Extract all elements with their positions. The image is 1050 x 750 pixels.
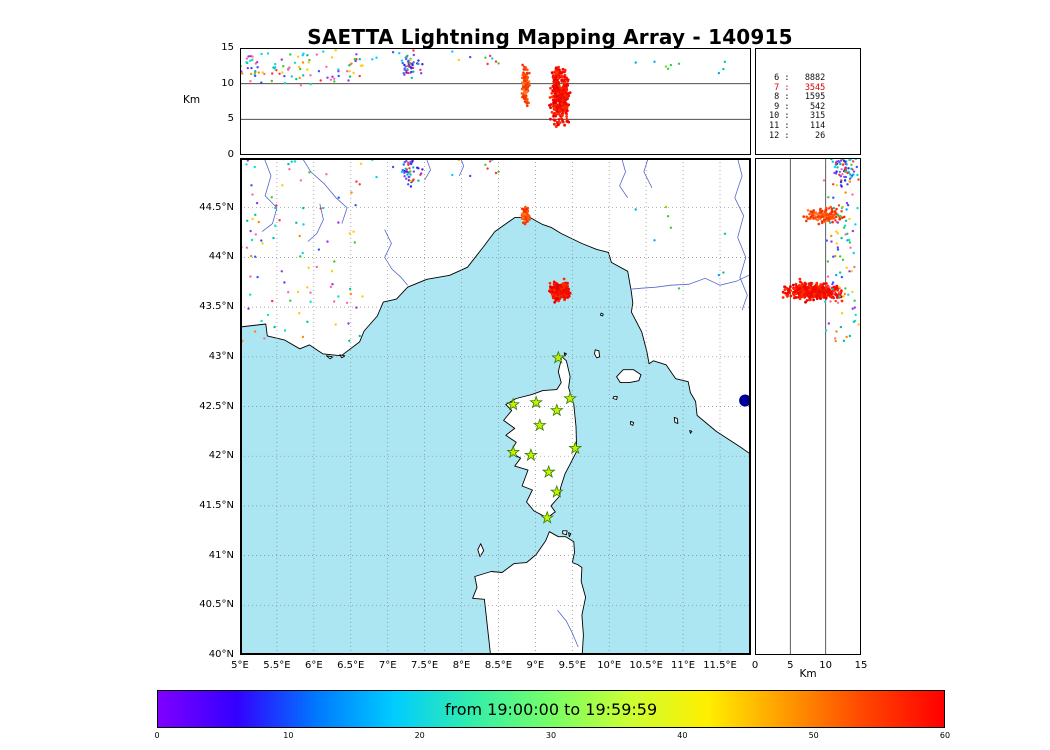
lat-tick: 40°N: [208, 649, 234, 660]
station-star: [532, 418, 547, 432]
lon-tick: 6.5°E: [337, 660, 365, 671]
source-count-row: 8 : 1595: [774, 92, 826, 103]
lat-tick: 43°N: [208, 350, 234, 362]
landmass-maddalena: [562, 530, 568, 536]
station-star: [506, 397, 521, 411]
station-star: [549, 484, 564, 498]
right-panel-xtick: 0: [751, 660, 759, 671]
landmass-asinara: [477, 543, 485, 558]
altitude-vs-latitude-panel: [755, 158, 861, 655]
landmass-mainland: [240, 158, 751, 456]
top-panel-ytick: 5: [227, 113, 234, 125]
lon-tick: 9.5°E: [558, 660, 586, 671]
landmass-elba: [616, 369, 642, 384]
lat-tick: 41°N: [208, 549, 234, 561]
landmass-giannutri: [689, 429, 693, 434]
river: [261, 158, 278, 232]
top-panel-ytick: 0: [227, 149, 234, 160]
colorbar-tick: 40: [677, 731, 688, 740]
river: [458, 158, 465, 177]
source-count-row: 7 : 3545: [774, 82, 826, 93]
lightning-sources-map: [240, 158, 727, 343]
lon-tick: 5.5°E: [263, 660, 291, 671]
right-panel-xtick: 10: [819, 660, 833, 671]
figure-title: SAETTA Lightning Mapping Array - 140915: [307, 25, 793, 49]
river: [307, 203, 324, 242]
lon-tick: 7°E: [378, 660, 397, 671]
lat-tick: 42.5°N: [199, 400, 234, 412]
lat-tick: 43.5°N: [199, 301, 234, 313]
colorbar-tick: 20: [414, 731, 425, 740]
source-count-row: 11 : 114: [769, 120, 826, 131]
colorbar-label: from 19:00:00 to 19:59:59: [444, 699, 658, 719]
poi-marker: [739, 394, 751, 407]
station-star: [540, 510, 555, 524]
top-panel-ytick: 15: [221, 42, 234, 53]
lon-tick: 9°E: [526, 660, 545, 671]
colorbar-tick: 60: [939, 731, 951, 740]
landmass-caprera: [568, 532, 572, 538]
lat-tick: 42°N: [208, 450, 234, 462]
lightning-sources-alt-lon: [240, 49, 727, 128]
lat-tick: 40.5°N: [199, 599, 234, 611]
colorbar-tick: 10: [283, 731, 294, 740]
river: [557, 610, 579, 648]
lat-tick: 44.5°N: [199, 201, 234, 213]
lon-tick: 7.5°E: [410, 660, 439, 671]
lon-tick: 5°E: [231, 660, 249, 671]
lon-tick: 8°E: [452, 660, 471, 671]
altitude-axis-label-bottom: Km: [799, 668, 817, 680]
landmass-capraia: [594, 349, 601, 359]
river: [619, 158, 629, 199]
source-count-row: 6 : 8882: [774, 73, 826, 83]
lat-tick: 41.5°N: [199, 499, 234, 511]
river: [384, 229, 408, 286]
landmass-giraglia: [563, 352, 567, 357]
lon-tick: 11.5°E: [703, 660, 737, 671]
landmass-gorgona: [599, 312, 604, 317]
lon-tick: 10°E: [597, 660, 622, 671]
landmass-montecristo: [630, 420, 635, 426]
station-star: [506, 444, 521, 459]
landmass-sardinia: [472, 531, 587, 655]
river: [301, 158, 348, 224]
station-star: [523, 448, 538, 462]
station-star: [549, 403, 564, 417]
lon-tick: 10.5°E: [629, 660, 663, 671]
source-count-panel: 6 : 8882 7 : 3545 8 : 1595 9 : 542 10 : 315 1…: [755, 48, 861, 155]
source-count-row: 9 : 542: [774, 101, 826, 112]
station-star: [563, 391, 577, 405]
colorbar-tick: 30: [545, 731, 557, 740]
source-count-row: 10 : 315: [769, 111, 826, 122]
lat-tick: 44°N: [208, 251, 234, 263]
lightning-sources-alt-lat: [781, 158, 860, 343]
map-panel: [240, 158, 751, 655]
top-panel-ytick: 10: [221, 77, 234, 89]
landmass-pianosa: [612, 396, 618, 400]
station-star: [529, 395, 543, 409]
time-colorbar: from 19:00:00 to 19:59:59: [157, 690, 945, 728]
lon-tick: 6°E: [305, 660, 323, 671]
station-star: [568, 441, 583, 455]
colorbar-tick: 0: [154, 731, 160, 740]
altitude-axis-label-left: Km: [183, 94, 201, 106]
landmass-portcros: [339, 354, 346, 359]
right-panel-xtick: 5: [787, 660, 794, 671]
landmass-giglio: [673, 416, 679, 424]
river: [734, 158, 748, 311]
station-star: [551, 350, 566, 364]
lon-tick: 11°E: [671, 660, 696, 671]
map-frame: [240, 158, 751, 655]
lon-tick: 8.5°E: [484, 660, 513, 671]
station-star: [541, 464, 556, 478]
river: [630, 273, 751, 290]
colorbar-tick: 50: [808, 731, 819, 740]
right-panel-xtick: 15: [854, 660, 868, 671]
source-count-row: 12 : 26: [769, 130, 826, 141]
altitude-vs-longitude-panel: [240, 48, 751, 155]
landmass-corsica: [503, 355, 578, 519]
